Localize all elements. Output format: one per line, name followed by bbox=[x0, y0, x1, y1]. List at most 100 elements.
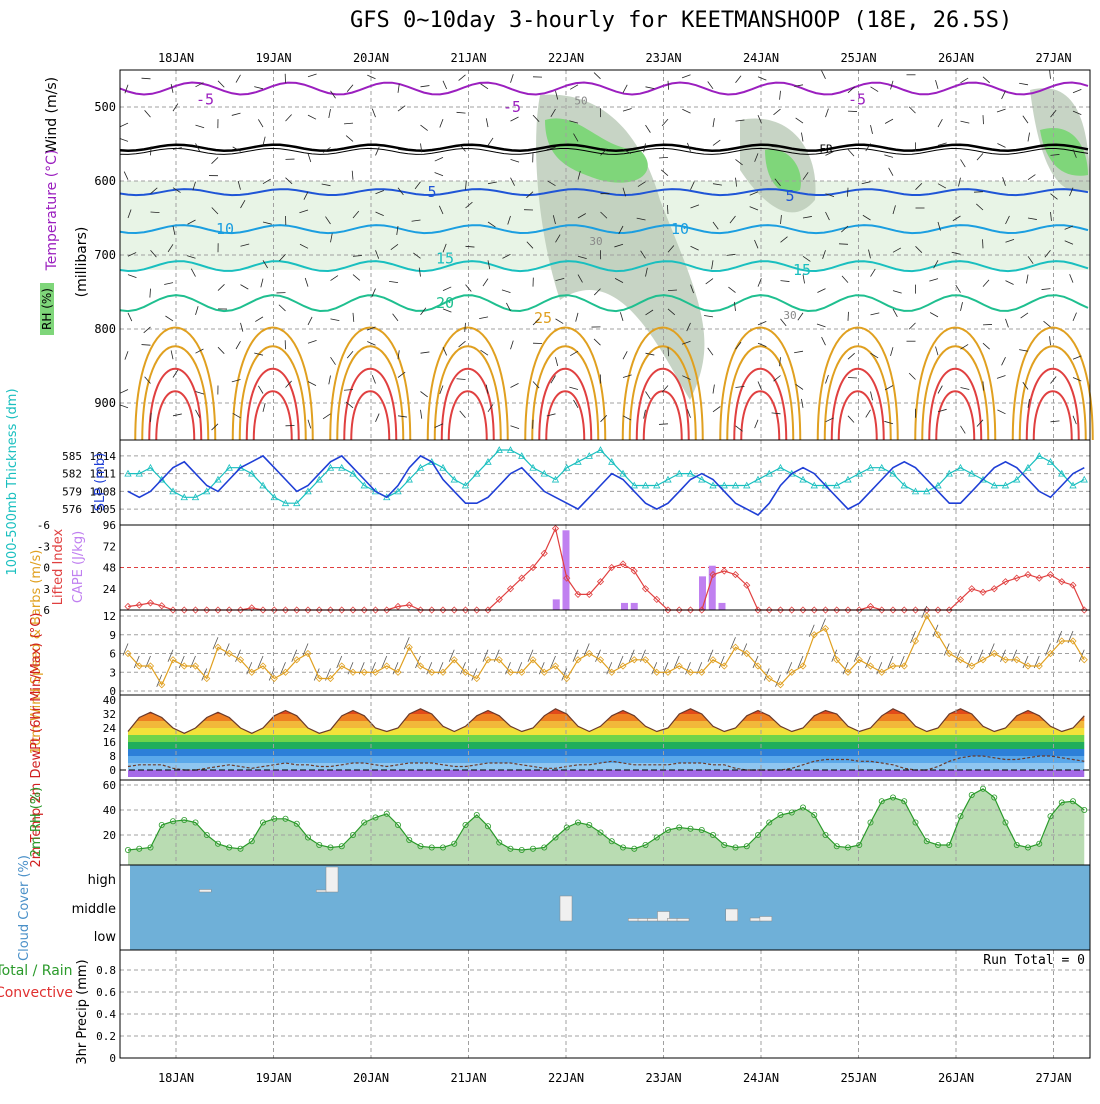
upper-wind-barb bbox=[713, 140, 720, 145]
upper-wind-barb bbox=[930, 313, 938, 317]
contour-label: 10 bbox=[671, 220, 689, 238]
upper-wind-barb bbox=[594, 73, 600, 79]
rh-tick-label: 20 bbox=[103, 829, 116, 842]
lifted-axis-label: Lifted Index bbox=[51, 528, 66, 605]
contour-label: 25 bbox=[534, 309, 552, 327]
wind10-frame bbox=[120, 610, 1090, 695]
upper-wind-barb bbox=[817, 324, 826, 327]
contour-label: -5 bbox=[848, 91, 866, 109]
upper-wind-barb bbox=[124, 172, 128, 180]
upper-wind-barb bbox=[150, 289, 151, 298]
upper-wind-barb bbox=[997, 410, 1005, 414]
precip-tick-label: 0.8 bbox=[96, 964, 116, 977]
bottom-day-label: 23JAN bbox=[645, 1071, 681, 1085]
upper-wind-barb bbox=[884, 155, 893, 157]
upper-wind-barb bbox=[961, 388, 970, 390]
contour-label: FR bbox=[819, 143, 833, 156]
temp-warm-dome bbox=[337, 346, 403, 440]
upper-wind-barb bbox=[372, 375, 375, 383]
page-title: GFS 0~10day 3-hourly for KEETMANSHOOP (1… bbox=[350, 8, 1012, 33]
upper-wind-barb bbox=[1042, 289, 1051, 290]
upper-wind-barb bbox=[255, 317, 263, 322]
thickness-tick-label: 576 bbox=[62, 503, 82, 516]
upper-wind-barb bbox=[511, 159, 520, 162]
upper-wind-barb bbox=[389, 281, 398, 282]
bottom-day-label: 24JAN bbox=[743, 1071, 779, 1085]
cape-tick-label: 96 bbox=[103, 519, 116, 532]
upper-wind-barb bbox=[623, 85, 627, 93]
upper-wind-barb bbox=[822, 71, 826, 79]
upper-wind-barb bbox=[443, 81, 447, 89]
wind-tick-label: 6 bbox=[109, 648, 116, 661]
upper-wind-barb bbox=[353, 313, 354, 322]
upper-wind-barb bbox=[347, 85, 353, 92]
upper-wind-barb bbox=[398, 106, 405, 111]
upper-wind-barb bbox=[196, 392, 205, 395]
upper-wind-barb bbox=[772, 413, 781, 414]
upper-wind-barb bbox=[323, 414, 330, 419]
upper-wind-barb bbox=[261, 279, 263, 288]
slp-frame bbox=[120, 440, 1090, 525]
thickness-axis-label: 1000-500mb Thickness (dm) bbox=[5, 388, 20, 575]
upper-wind-barb bbox=[236, 75, 241, 83]
upper-wind-barb bbox=[308, 317, 312, 325]
cape-bar bbox=[621, 603, 628, 610]
temp-warm-dome bbox=[254, 391, 292, 440]
upper-wind-barb bbox=[848, 353, 855, 359]
lifted-tick-label: 0 bbox=[43, 562, 50, 575]
temp-warm-dome bbox=[839, 391, 877, 440]
top-day-label: 26JAN bbox=[938, 51, 974, 65]
temp-warm-dome bbox=[825, 346, 891, 440]
upper-wind-barb bbox=[435, 172, 443, 175]
upper-wind-barb bbox=[682, 75, 690, 78]
upper-wind-barb bbox=[755, 420, 758, 428]
upper-wind-barb bbox=[668, 81, 669, 90]
upper-wind-barb bbox=[1002, 91, 1006, 99]
cloud-bar bbox=[726, 909, 738, 921]
upper-wind-barb bbox=[286, 115, 292, 122]
upper-wind-barb bbox=[481, 84, 488, 89]
temp-tick-label: 8 bbox=[109, 750, 116, 763]
upper-wind-barb bbox=[331, 357, 336, 364]
rh2m-area bbox=[128, 789, 1084, 865]
upper-wind-barb bbox=[511, 383, 519, 387]
cape-tick-label: 72 bbox=[103, 540, 116, 553]
upper-wind-barb bbox=[1073, 378, 1081, 382]
upper-wind-barb bbox=[372, 109, 375, 117]
upper-wind-barb bbox=[983, 343, 990, 349]
pressure-tick-label: 500 bbox=[94, 100, 116, 114]
temp-tick-label: 0 bbox=[109, 764, 116, 777]
upper-wind-barb bbox=[1044, 321, 1051, 327]
temp-warm-dome bbox=[142, 346, 208, 440]
upper-wind-barb bbox=[440, 119, 443, 127]
temp-color-band bbox=[120, 728, 1090, 735]
upper-wind-barb bbox=[889, 168, 893, 176]
precip-axis-label: 3hr Precip (mm) bbox=[75, 959, 90, 1064]
wind-tick-label: 9 bbox=[109, 629, 116, 642]
temp-color-band bbox=[120, 742, 1090, 749]
temp-color-band bbox=[120, 735, 1090, 742]
temp-contour-minus5 bbox=[120, 83, 1088, 95]
upper-wind-barb bbox=[646, 392, 651, 400]
upper-wind-barb bbox=[331, 276, 338, 281]
upper-wind-barb bbox=[884, 421, 893, 423]
contour-label: 30 bbox=[783, 309, 796, 322]
thickness-marker bbox=[1081, 477, 1087, 483]
cloud-level-label: high bbox=[88, 873, 116, 888]
precip-total-label: Total / Rain bbox=[0, 963, 73, 979]
upper-wind-barb bbox=[570, 351, 578, 356]
thickness-tick-label: 585 bbox=[62, 450, 82, 463]
upper-wind-barb bbox=[329, 376, 331, 385]
upper-wind-barb bbox=[173, 414, 182, 416]
upper-wind-barb bbox=[258, 386, 263, 394]
upper-wind-barb bbox=[308, 153, 311, 162]
upper-wind-barb bbox=[997, 376, 1006, 379]
upper-wind-barb bbox=[511, 74, 514, 83]
upper-wind-barb bbox=[120, 390, 128, 394]
rh-legend-label: RH (%) bbox=[40, 288, 54, 330]
temp-warm-dome bbox=[1020, 346, 1086, 440]
cloud-axis-label: Cloud Cover (%) bbox=[17, 855, 32, 961]
temp-warm-dome bbox=[741, 391, 779, 440]
upper-wind-barb bbox=[885, 119, 893, 123]
